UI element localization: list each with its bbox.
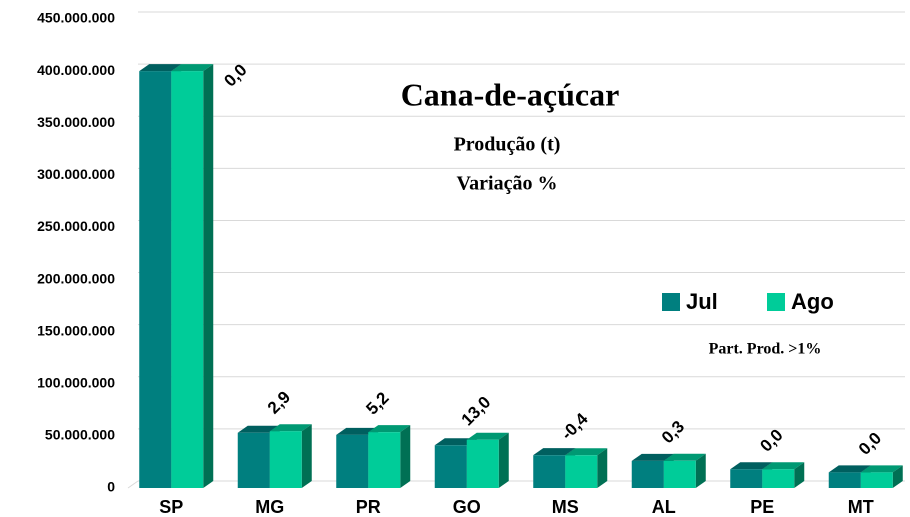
bar-top	[139, 64, 182, 72]
y-tick-label: 300.000.000	[37, 166, 115, 182]
chart-title: Cana-de-açúcar	[401, 76, 620, 112]
bar-side	[400, 425, 411, 488]
bar-top	[533, 448, 576, 456]
x-tick-label: GO	[453, 497, 481, 517]
variation-label: 0,0	[220, 60, 250, 90]
y-tick-label: 150.000.000	[37, 322, 115, 338]
bar-side	[794, 462, 805, 488]
bar	[631, 460, 664, 488]
bar-top	[860, 465, 903, 473]
variation-label: 2,9	[264, 387, 294, 417]
y-tick-label: 200.000.000	[37, 270, 115, 286]
bar-top	[368, 425, 411, 433]
y-tick-label: 0	[107, 479, 115, 495]
bar-top	[828, 465, 871, 473]
legend-label: Jul	[686, 289, 718, 314]
bar	[762, 469, 795, 488]
bar-top	[269, 424, 312, 432]
variation-label: -0,4	[557, 409, 592, 444]
bar-side	[597, 448, 608, 488]
legend-swatch	[767, 293, 785, 311]
variation-label: 5,2	[362, 388, 392, 418]
bar-top	[663, 453, 706, 461]
bar-top	[237, 425, 280, 433]
variation-label: 13,0	[458, 393, 495, 430]
chart-subtitle: Variação %	[457, 173, 558, 195]
chart-subtitle: Produção (t)	[454, 134, 561, 156]
x-tick-label: PE	[750, 497, 774, 517]
bar	[663, 460, 696, 488]
legend-label: Ago	[791, 289, 834, 314]
variation-label: 0,3	[658, 417, 688, 447]
variation-label: 0,0	[756, 425, 786, 455]
chart-note: Part. Prod. >1%	[709, 341, 822, 358]
x-tick-label: SP	[159, 497, 183, 517]
x-tick-label: AL	[652, 497, 676, 517]
legend-swatch	[662, 293, 680, 311]
bar-top	[762, 462, 805, 470]
bar-top	[171, 64, 214, 72]
bar	[434, 445, 467, 488]
bar-side	[301, 424, 312, 488]
bar	[565, 455, 598, 488]
bar	[269, 431, 302, 488]
y-tick-label: 400.000.000	[37, 62, 115, 78]
y-tick-label: 450.000.000	[37, 10, 115, 26]
variation-label: 0,0	[855, 429, 885, 459]
x-tick-label: PR	[356, 497, 381, 517]
bar-top	[730, 462, 773, 470]
bar-top	[466, 432, 509, 440]
bar	[533, 455, 566, 488]
bar	[139, 71, 172, 488]
bar-side	[695, 453, 706, 488]
bar	[237, 432, 270, 488]
bar-top	[434, 438, 477, 446]
bar-top	[631, 453, 674, 461]
bar	[368, 432, 401, 488]
x-tick-label: MS	[552, 497, 579, 517]
bar	[466, 439, 499, 488]
y-tick-label: 350.000.000	[37, 114, 115, 130]
bar	[730, 469, 763, 488]
bar	[171, 71, 204, 488]
axis-line	[127, 480, 139, 489]
x-tick-label: MG	[255, 497, 284, 517]
x-tick-label: MT	[848, 497, 874, 517]
bar-side	[203, 64, 214, 488]
bar	[828, 472, 861, 488]
bar	[336, 434, 369, 488]
bar-top	[565, 448, 608, 456]
bar-side	[498, 432, 509, 488]
y-tick-label: 50.000.000	[45, 427, 115, 443]
bar	[860, 472, 893, 488]
y-tick-label: 100.000.000	[37, 374, 115, 390]
bar-side	[892, 465, 903, 488]
y-tick-label: 250.000.000	[37, 218, 115, 234]
bar-top	[336, 427, 379, 435]
